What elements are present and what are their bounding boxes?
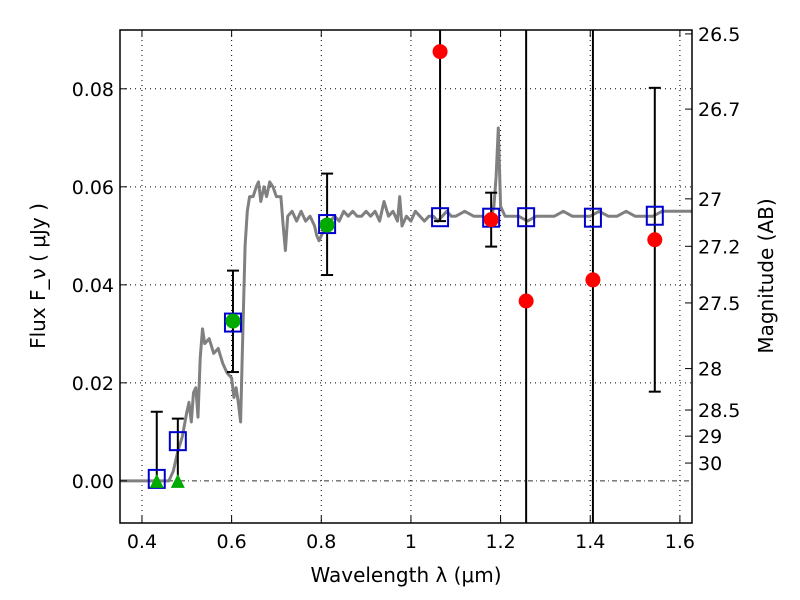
right-tick-label: 26.5 [698,24,740,46]
y-tick-label: 0.08 [72,79,114,101]
y-tick-label: 0.06 [72,177,114,199]
x-tick-label: 1 [405,531,417,553]
model-photometry-square [168,431,187,452]
right-tick-label: 29 [698,426,722,448]
upper-limit-triangle [170,473,185,488]
model-photometry-square [583,207,602,228]
model-photometry-square [431,207,450,228]
y-tick-labels: 0.00 0.02 0.04 0.06 0.08 [72,79,114,493]
ticks [120,30,692,523]
x-tick-label: 0.8 [306,531,336,553]
model-photometry-square [147,468,166,489]
red-measurement-point [647,232,663,248]
upper-limit-triangle [149,473,164,488]
x-tick-label: 1.6 [665,531,695,553]
x-tick-labels: 0.4 0.6 0.8 1 1.2 1.4 1.6 [127,531,695,553]
red-measurement-point [432,44,448,60]
right-axis-label-text: Magnitude (AB) [754,198,778,353]
red-measurement-point [483,212,499,228]
right-tick-label: 27 [698,189,722,211]
y-axis-label-text: Flux F_ν ( μJy ) [26,203,50,349]
model-photometry-square [223,312,242,333]
x-tick-label: 1.4 [575,531,605,553]
axes-frame [119,29,693,524]
right-tick-label: 27.2 [698,236,740,258]
right-tick-label: 30 [698,453,722,475]
model-spectrum-line [120,126,692,483]
x-axis-label: Wavelength λ (μm) [310,563,501,587]
green-detection-point [225,313,241,329]
grid [120,30,692,523]
right-tick-label: 26.7 [698,99,740,121]
y-tick-label: 0.00 [72,471,114,493]
plot-area [120,30,692,523]
right-axis-label: Magnitude (AB) [754,198,778,353]
model-photometry-square [318,214,337,235]
right-tick-label: 27.5 [698,293,740,315]
x-tick-label: 0.4 [127,531,157,553]
y-tick-label: 0.02 [72,373,114,395]
right-tick-labels: 26.5 26.7 27 27.2 27.5 28 28.5 29 30 [698,24,740,475]
x-tick-label: 0.6 [217,531,247,553]
right-tick-label: 28 [698,359,722,381]
y-axis-label: Flux F_ν ( μJy ) [26,203,50,349]
green-detection-point [319,217,335,233]
red-measurement-point [518,293,534,309]
model-photometry-square [645,205,664,226]
x-tick-label: 1.2 [485,531,515,553]
red-measurement-point [585,272,601,288]
model-photometry-square [517,207,536,228]
right-tick-label: 28.5 [698,400,740,422]
y-tick-label: 0.04 [72,275,114,297]
